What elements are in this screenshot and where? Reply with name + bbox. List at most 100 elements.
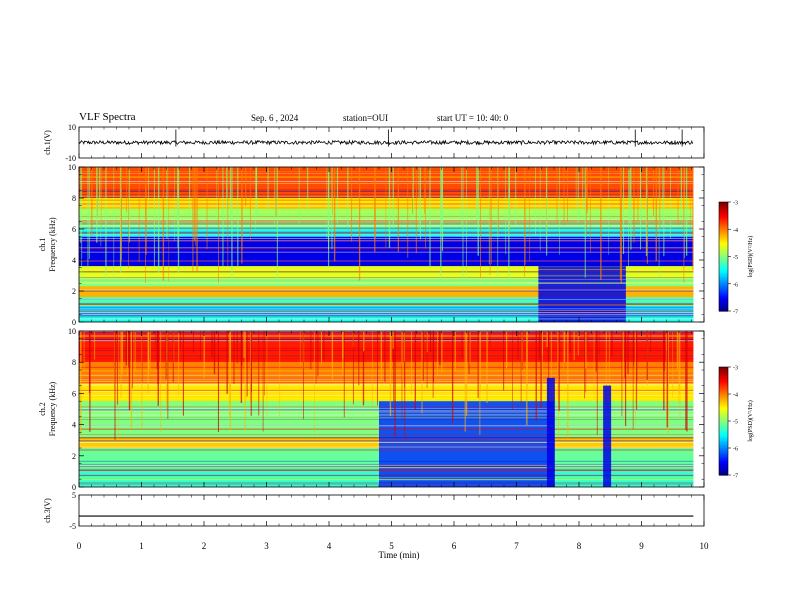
ch1-spectrogram-ytick-label: 0 bbox=[72, 318, 76, 327]
ch3-ytick-label: 5 bbox=[72, 491, 76, 500]
ch1-spectrogram-colorbar-segment bbox=[719, 211, 728, 214]
ch2-spectrogram-colorbar-segment bbox=[719, 406, 728, 409]
ch1-spectrogram-colorbar-segment bbox=[719, 232, 728, 236]
ch2-spectrogram-colorbar-segment bbox=[719, 455, 728, 458]
ch2-spectrogram-colorbar-segment bbox=[719, 462, 728, 465]
ch1-spectrogram-colorbar-segment bbox=[719, 280, 728, 283]
ch1-spectrogram-colorbar-segment bbox=[719, 287, 728, 290]
chart-title: VLF Spectra bbox=[79, 111, 136, 123]
ch1-spectrogram-colorbar-segment bbox=[719, 256, 728, 259]
ch1-spectrogram-colorbar-segment bbox=[719, 283, 728, 287]
ch1-spectrogram-colorbar-tick-label: -4 bbox=[733, 228, 738, 234]
ch2-spectrogram-colorbar-segment bbox=[719, 415, 728, 418]
xaxis-tick-label: 0 bbox=[77, 541, 82, 551]
ch2-spectrogram-ytick-label: 2 bbox=[72, 452, 76, 461]
ch2-spectrogram-colorbar-segment bbox=[719, 464, 728, 467]
ch1-spectrogram-colorbar-segment bbox=[719, 281, 728, 285]
ch1-spectrogram-colorbar-segment bbox=[719, 203, 728, 207]
ch1-spectrogram-colorbar-segment bbox=[719, 236, 728, 239]
ch2-spectrogram-colorbar-segment bbox=[719, 377, 728, 381]
ch2-spectrogram-colorbar-segment bbox=[719, 433, 728, 436]
ch2-spectrogram-colorbar-segment bbox=[719, 408, 728, 411]
ch2-spectrogram-colorbar-segment bbox=[719, 440, 728, 444]
ch1-spectrogram-colorbar-segment bbox=[719, 285, 728, 288]
ch2-spectrogram-ytick-label: 4 bbox=[72, 421, 76, 430]
xaxis-tick-label: 1 bbox=[139, 541, 144, 551]
ch2-spectrogram-colorbar-segment bbox=[719, 388, 728, 391]
ch1-spectrogram-ytick-label: 4 bbox=[72, 256, 76, 265]
ch1-spectrogram-colorbar-segment bbox=[719, 229, 728, 232]
ch1-spectrogram-ylabel-channel: ch.1 bbox=[38, 238, 47, 252]
ch1-spectrogram-band bbox=[79, 297, 694, 307]
ch2-spectrogram-colorbar-segment bbox=[719, 404, 728, 408]
ch1-spectrogram-colorbar-segment bbox=[719, 245, 728, 249]
ch2-spectrogram-colorbar-segment bbox=[719, 473, 728, 476]
ch2-spectrogram-ytick-label: 10 bbox=[68, 327, 76, 336]
ch1-spectrogram-colorbar-tick-label: -7 bbox=[733, 310, 738, 316]
ch2-spectrogram-colorbar-segment bbox=[719, 385, 728, 388]
ch2-spectrogram-colorbar-segment bbox=[719, 435, 728, 438]
ch2-spectrogram-colorbar-segment bbox=[719, 395, 728, 399]
ch1-spectrogram-colorbar-segment bbox=[719, 249, 728, 252]
ch1-spectrogram-colorbar-segment bbox=[719, 212, 728, 216]
ch2-spectrogram-colorbar-segment bbox=[719, 392, 728, 395]
ch3-ytick-label: -5 bbox=[69, 522, 76, 531]
ch1-spectrogram-colorbar-segment bbox=[719, 261, 728, 265]
ch2-spectrogram-colorbar-segment bbox=[719, 467, 728, 471]
ch1-spectrogram-colorbar-segment bbox=[719, 307, 728, 310]
ch2-spectrogram-colorbar-segment bbox=[719, 386, 728, 390]
ch1-spectrogram-colorbar-segment bbox=[719, 207, 728, 210]
ch1-spectrogram-colorbar-segment bbox=[719, 227, 728, 230]
ch1-spectrogram-colorbar-segment bbox=[719, 309, 728, 312]
ch1-spectrogram-band bbox=[79, 306, 694, 318]
header-station: station=OUI bbox=[343, 113, 389, 123]
xaxis-tick-label: 7 bbox=[514, 541, 519, 551]
ch1-spectrogram-colorbar-segment bbox=[719, 278, 728, 281]
ch1-spectrogram-colorbar-tick-label: -6 bbox=[733, 282, 738, 288]
ch1-spectrogram-colorbar-segment bbox=[719, 240, 728, 243]
ch2-spectrogram-colorbar-segment bbox=[719, 394, 728, 397]
ch2-spectrogram-colorbar-segment bbox=[719, 437, 728, 440]
ch1-spectrogram-colorbar-segment bbox=[719, 216, 728, 219]
ch2-spectrogram-colorbar-segment bbox=[719, 422, 728, 426]
ch2-spectrogram-colorbar-segment bbox=[719, 460, 728, 463]
ch2-spectrogram-colorbar-segment bbox=[719, 446, 728, 449]
ch1-spectrogram-band bbox=[79, 317, 694, 322]
ch1-spectrogram-colorbar-segment bbox=[719, 300, 728, 303]
ch2-spectrogram-ytick-label: 8 bbox=[72, 358, 76, 367]
ch1-spectrogram-colorbar-segment bbox=[719, 267, 728, 270]
ch1-spectrogram-colorbar-label: log(PSD)(V²/Hz) bbox=[747, 236, 754, 277]
ch2-spectrogram-colorbar-segment bbox=[719, 428, 728, 431]
ch1-spectrogram-band bbox=[79, 286, 694, 298]
xaxis-tick-label: 2 bbox=[202, 541, 207, 551]
ch2-spectrogram-ytick-label: 0 bbox=[72, 483, 76, 492]
ch2-spectrogram-colorbar-segment bbox=[719, 419, 728, 422]
ch2-spectrogram-ylabel-frequency: Frequency (kHz) bbox=[48, 381, 57, 436]
ch1-spectrogram-colorbar-segment bbox=[719, 305, 728, 308]
ch2-spectrogram-colorbar-segment bbox=[719, 374, 728, 377]
ch1-spectrogram-colorbar-segment bbox=[719, 251, 728, 254]
ch1-spectrogram-colorbar-segment bbox=[719, 263, 728, 267]
ch2-spectrogram-colorbar-tick-label: -5 bbox=[733, 420, 738, 426]
ch1-spectrogram-colorbar-segment bbox=[719, 276, 728, 279]
ch1-spectrogram-colorbar-segment bbox=[719, 231, 728, 234]
ch2-spectrogram-colorbar-segment bbox=[719, 449, 728, 453]
ch1-ytick-label: 10 bbox=[68, 123, 76, 132]
ch1-spectrogram-ytick-label: 6 bbox=[72, 225, 76, 234]
ch2-spectrogram-colorbar-segment bbox=[719, 444, 728, 447]
ch2-spectrogram-colorbar-tick-label: -6 bbox=[733, 447, 738, 453]
ch2-spectrogram-colorbar-segment bbox=[719, 383, 728, 386]
ch1-spectrogram-colorbar-segment bbox=[719, 234, 728, 238]
ch1-spectrogram-ytick-label: 8 bbox=[72, 194, 76, 203]
ch2-spectrogram-colorbar-segment bbox=[719, 370, 728, 373]
ch2-spectrogram-dark-streak bbox=[546, 377, 555, 487]
ch2-spectrogram-colorbar-segment bbox=[719, 451, 728, 454]
ch1-spectrogram-colorbar-segment bbox=[719, 291, 728, 294]
ch2-spectrogram-colorbar-segment bbox=[719, 448, 728, 451]
ch2-spectrogram-colorbar-segment bbox=[719, 457, 728, 460]
ch2-spectrogram-colorbar-segment bbox=[719, 367, 728, 370]
header-start-time: start UT = 10: 40: 0 bbox=[437, 113, 509, 123]
ch1-spectrogram-colorbar-segment bbox=[719, 238, 728, 241]
ch1-spectrogram-colorbar-segment bbox=[719, 214, 728, 218]
ch1-spectrogram-colorbar-segment bbox=[719, 258, 728, 261]
